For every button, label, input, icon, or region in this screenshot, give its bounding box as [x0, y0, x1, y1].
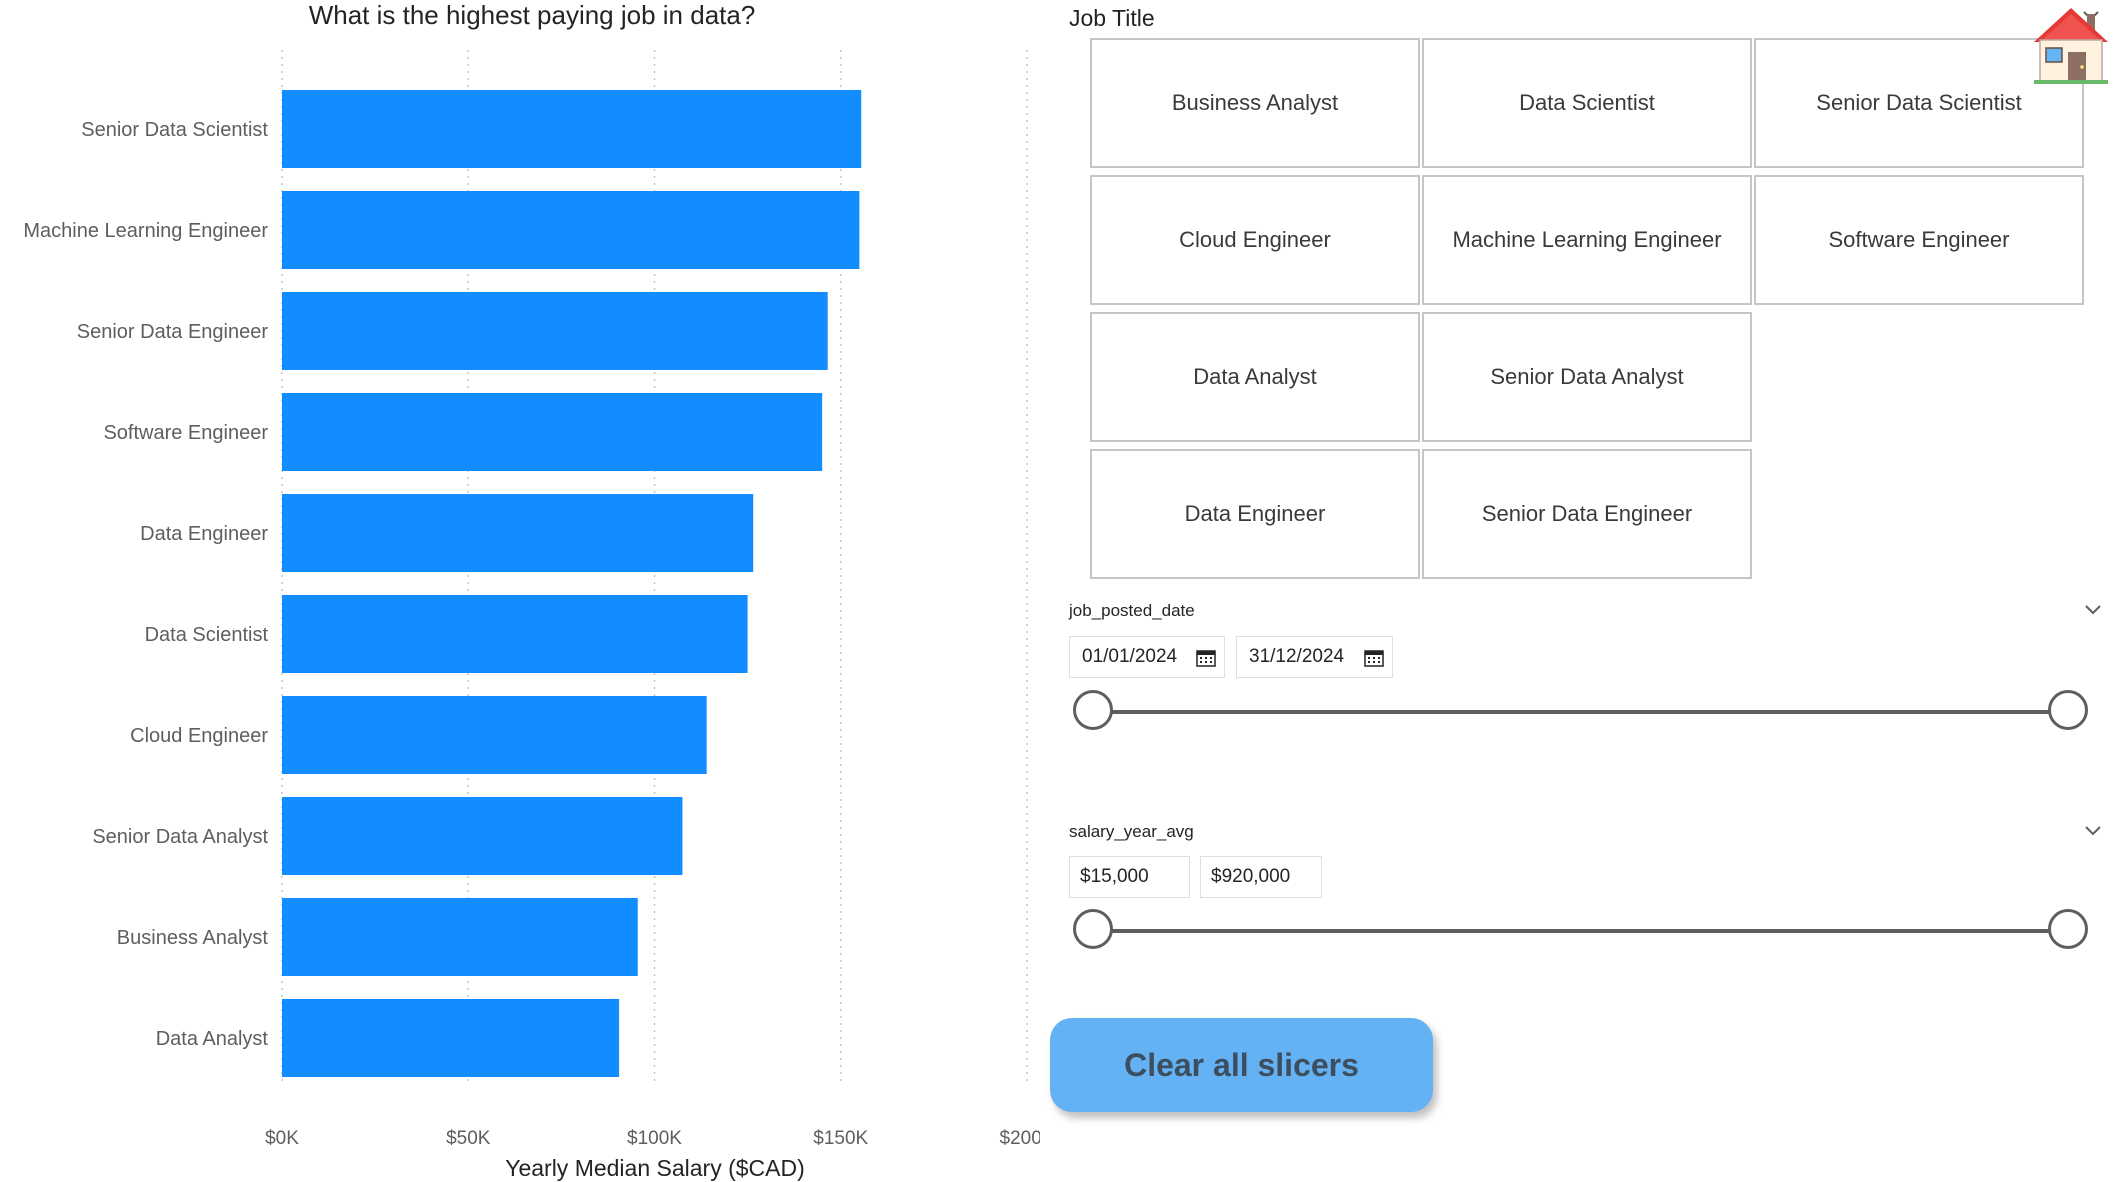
- salary-slicer-label: salary_year_avg: [1069, 822, 1194, 841]
- home-icon[interactable]: [2030, 4, 2112, 86]
- x-tick-label: $0K: [265, 1128, 299, 1149]
- job-title-tile[interactable]: Senior Data Engineer: [1422, 449, 1752, 579]
- bar[interactable]: [282, 696, 707, 774]
- chevron-down-icon[interactable]: [2082, 819, 2104, 841]
- job-title-tile[interactable]: Machine Learning Engineer: [1422, 175, 1752, 305]
- x-axis-title: Yearly Median Salary ($CAD): [505, 1155, 805, 1181]
- min-salary-value: $15,000: [1080, 866, 1149, 887]
- job-title-tile[interactable]: Senior Data Analyst: [1422, 312, 1752, 442]
- bar[interactable]: [282, 898, 638, 976]
- bar[interactable]: [282, 292, 828, 370]
- job-title-tile[interactable]: Cloud Engineer: [1090, 175, 1420, 305]
- bar[interactable]: [282, 191, 860, 269]
- category-label: Business Analyst: [117, 927, 269, 949]
- bar[interactable]: [282, 999, 620, 1077]
- job-title-tile[interactable]: Software Engineer: [1754, 175, 2084, 305]
- category-label: Data Engineer: [140, 523, 268, 545]
- job-title-slicer-title: Job Title: [1069, 5, 1155, 31]
- slider-track[interactable]: [1093, 710, 2068, 714]
- x-tick-label: $100K: [627, 1128, 682, 1149]
- bar[interactable]: [282, 90, 862, 168]
- date-slicer-label: job_posted_date: [1069, 601, 1195, 620]
- max-salary-input[interactable]: $920,000: [1200, 856, 1322, 898]
- calendar-icon[interactable]: [1364, 648, 1384, 667]
- end-date-input[interactable]: 31/12/2024: [1236, 636, 1393, 678]
- chevron-down-icon[interactable]: [2082, 598, 2104, 620]
- slider-track[interactable]: [1093, 929, 2068, 933]
- date-range-slider[interactable]: [1073, 690, 2088, 734]
- bar[interactable]: [282, 494, 754, 572]
- calendar-icon[interactable]: [1196, 648, 1216, 667]
- start-date-value: 01/01/2024: [1082, 646, 1178, 667]
- min-salary-input[interactable]: $15,000: [1069, 856, 1190, 898]
- x-tick-label: $150K: [813, 1128, 868, 1149]
- category-label: Cloud Engineer: [130, 725, 268, 747]
- bar[interactable]: [282, 797, 683, 875]
- end-date-value: 31/12/2024: [1249, 646, 1345, 667]
- category-label: Senior Data Analyst: [92, 826, 268, 848]
- chart-title: What is the highest paying job in data?: [309, 0, 756, 30]
- salary-range-slider[interactable]: [1073, 909, 2088, 953]
- slider-end-handle[interactable]: [2048, 909, 2088, 949]
- slider-start-handle[interactable]: [1073, 909, 1113, 949]
- job-title-tile[interactable]: Business Analyst: [1090, 38, 1420, 168]
- category-label: Senior Data Scientist: [81, 119, 268, 141]
- bar[interactable]: [282, 393, 823, 471]
- max-salary-value: $920,000: [1211, 866, 1291, 887]
- job-title-tile[interactable]: Data Analyst: [1090, 312, 1420, 442]
- category-label: Machine Learning Engineer: [23, 220, 268, 242]
- job-title-tile[interactable]: Data Scientist: [1422, 38, 1752, 168]
- x-tick-label: $200K: [1000, 1128, 1040, 1149]
- job-title-tile[interactable]: Data Engineer: [1090, 449, 1420, 579]
- job-title-tile[interactable]: Senior Data Scientist: [1754, 38, 2084, 168]
- category-label: Data Scientist: [145, 624, 269, 646]
- x-tick-label: $50K: [446, 1128, 491, 1149]
- slider-end-handle[interactable]: [2048, 690, 2088, 730]
- category-label: Senior Data Engineer: [77, 321, 269, 343]
- clear-all-slicers-button[interactable]: Clear all slicers: [1050, 1018, 1433, 1112]
- start-date-input[interactable]: 01/01/2024: [1069, 636, 1225, 678]
- bar[interactable]: [282, 595, 748, 673]
- category-label: Software Engineer: [103, 422, 268, 444]
- salary-bar-chart: What is the highest paying job in data? …: [23, 0, 1040, 1181]
- category-label: Data Analyst: [156, 1028, 269, 1050]
- slider-start-handle[interactable]: [1073, 690, 1113, 730]
